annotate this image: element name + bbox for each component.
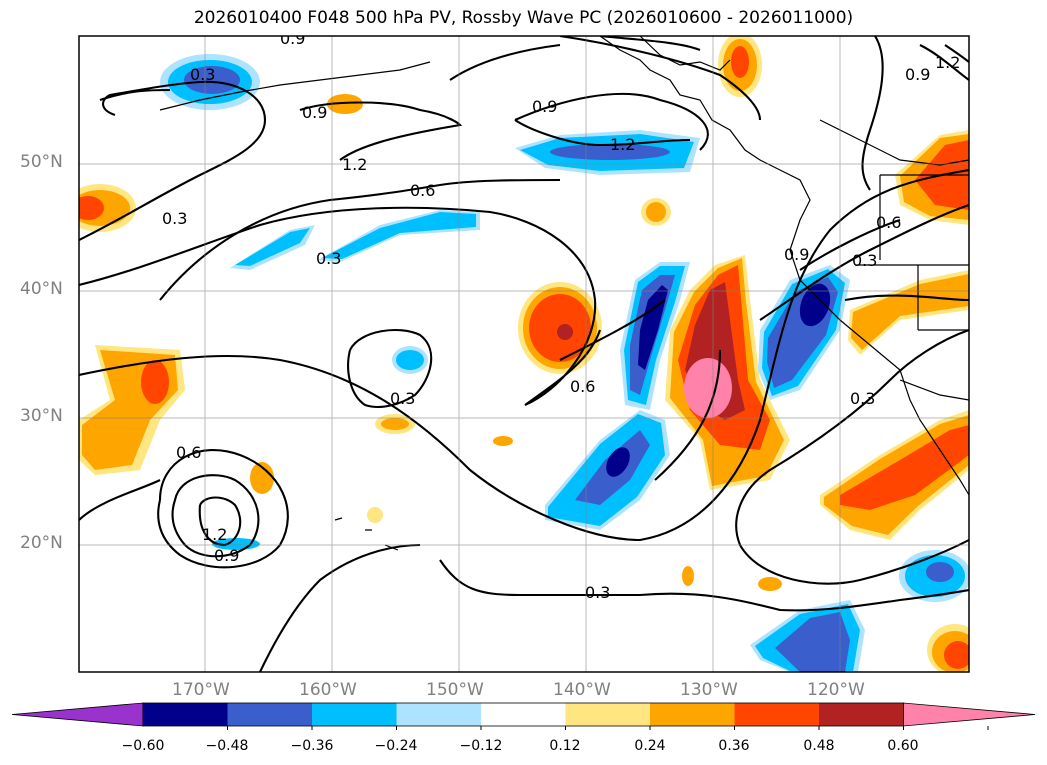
graticule [79,36,969,672]
contour-label: 0.9 [784,245,809,264]
colorbar-label: 0.24 [634,738,666,754]
contour-label: 1.2 [202,525,227,544]
lat-tick-20: 20°N [20,533,63,553]
contour-label: 0.3 [585,583,610,602]
colorbar-outline [142,702,904,727]
colorbar-swatch [312,703,397,726]
colorbar-extend-low [11,702,144,727]
contour-label: 0.3 [190,65,215,84]
contour-label: 0.6 [876,213,901,232]
pv-contours [79,36,969,672]
colorbar-swatch [396,703,482,726]
contour-label: 0.9 [532,97,557,116]
colorbar-swatch [143,703,228,726]
contour-label: 1.2 [342,155,367,174]
contour-label: 0.6 [570,377,595,396]
colorbar-extend-high [903,702,1036,727]
colorbar [11,702,1036,730]
colorbar-swatch [819,703,904,726]
lat-tick-50: 50°N [20,152,63,172]
colorbar-label: 0.60 [887,738,919,754]
contour-label: 0.3 [390,389,415,408]
contour-label: 0.6 [410,181,435,200]
lat-tick-30: 30°N [20,406,63,426]
contour-labels: 0.9 0.9 1.2 0.9 1.2 1.2 0.9 0.6 0.3 0.3 … [162,29,960,602]
colorbar-label: 0.36 [718,738,750,754]
colorbar-label: −0.48 [205,738,249,754]
lon-tick-160w: 160°W [299,680,357,700]
map-title: 2026010400 F048 500 hPa PV, Rossby Wave … [193,8,854,28]
map-frame [78,35,970,673]
contour-label: 1.2 [610,135,635,154]
colorbar-swatch [481,703,566,726]
lon-tick-120w: 120°W [807,680,865,700]
lon-tick-140w: 140°W [553,680,611,700]
contour-label: 0.9 [280,29,305,48]
contour-label: 0.9 [302,103,327,122]
colorbar-label: 0.12 [549,738,581,754]
colorbar-swatch [650,703,735,726]
contour-label: 1.2 [935,53,960,72]
colorbar-label: 0.48 [803,738,835,754]
colorbar-label: −0.12 [459,738,503,754]
contour-label: 0.3 [162,209,187,228]
contour-label: 0.3 [316,249,341,268]
colorbar-swatch [227,703,313,726]
colorbar-label: −0.36 [290,738,334,754]
lon-tick-170w: 170°W [172,680,230,700]
lon-tick-150w: 150°W [426,680,484,700]
contour-label: 0.6 [176,443,201,462]
coastlines [159,36,969,551]
contour-label: 0.3 [852,251,877,270]
colorbar-swatch [734,703,820,726]
pv-anomaly-shading [79,36,969,672]
contour-label: 0.3 [850,389,875,408]
contour-label: 0.9 [214,546,239,565]
colorbar-label: −0.60 [121,738,165,754]
colorbar-label: −0.24 [374,738,418,754]
lon-tick-130w: 130°W [680,680,738,700]
contour-label: 0.9 [905,65,930,84]
lat-tick-40: 40°N [20,279,63,299]
colorbar-swatch [565,703,651,726]
